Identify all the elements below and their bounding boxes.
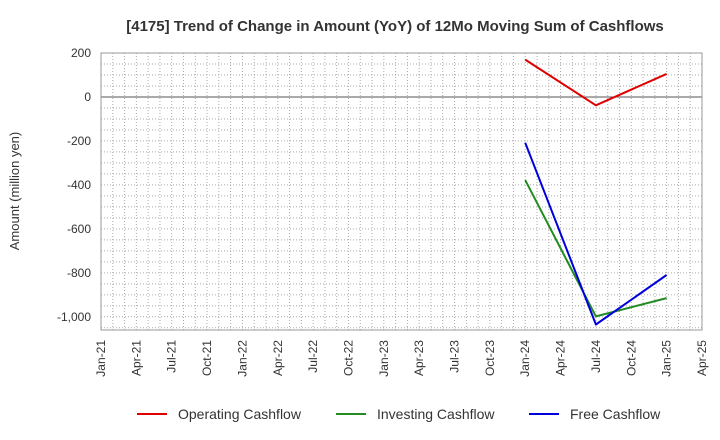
legend-label-investing-cashflow: Investing Cashflow	[377, 406, 495, 422]
operating-cashflow-line	[524, 58, 668, 107]
series-lines	[524, 58, 668, 326]
x-tick-label: Apr-21	[129, 340, 143, 376]
x-tick-label: Oct-21	[200, 340, 214, 376]
x-tick-label: Jul-22	[306, 340, 320, 373]
y-axis-ticks: 200 0 -200 -400 -600 -800 -1,000	[57, 46, 91, 324]
chart-title: [4175] Trend of Change in Amount (YoY) o…	[126, 18, 664, 35]
x-tick-label: Apr-25	[695, 340, 709, 376]
x-tick-label: Jan-24	[518, 340, 532, 377]
x-tick-label: Jul-23	[448, 340, 462, 373]
x-tick-label: Jan-22	[235, 340, 249, 377]
y-tick-label: 200	[71, 46, 91, 60]
x-tick-label: Oct-24	[624, 340, 638, 376]
y-tick-label: -400	[67, 178, 91, 192]
x-tick-label: Apr-24	[554, 340, 568, 376]
legend-label-free-cashflow: Free Cashflow	[570, 406, 661, 422]
investing-cashflow-line	[524, 179, 667, 318]
y-tick-label: -800	[67, 266, 91, 280]
legend-label-operating-cashflow: Operating Cashflow	[178, 406, 302, 422]
x-tick-label: Oct-22	[341, 340, 355, 376]
y-tick-label: 0	[84, 90, 91, 104]
x-tick-label: Jul-24	[589, 340, 603, 373]
plot-area	[101, 53, 702, 330]
free-cashflow-line	[524, 142, 668, 326]
grid	[101, 52, 702, 330]
x-tick-label: Jul-21	[165, 340, 179, 373]
legend: Operating Cashflow Investing Cashflow Free…	[137, 406, 661, 422]
y-tick-label: -1,000	[57, 310, 91, 324]
x-tick-label: Apr-22	[271, 340, 285, 376]
y-axis-label: Amount (million yen)	[7, 132, 22, 251]
x-tick-label: Oct-23	[483, 340, 497, 376]
x-tick-label: Jan-23	[377, 340, 391, 377]
x-axis-ticks: Jan-21 Apr-21 Jul-21 Oct-21 Jan-22 Apr-22 Jul-…	[94, 340, 709, 377]
y-tick-label: -200	[67, 134, 91, 148]
y-tick-label: -600	[67, 222, 91, 236]
x-tick-label: Jan-25	[660, 340, 674, 377]
plot-border	[100, 52, 703, 331]
x-tick-label: Jan-21	[94, 340, 108, 377]
x-tick-label: Apr-23	[412, 340, 426, 376]
